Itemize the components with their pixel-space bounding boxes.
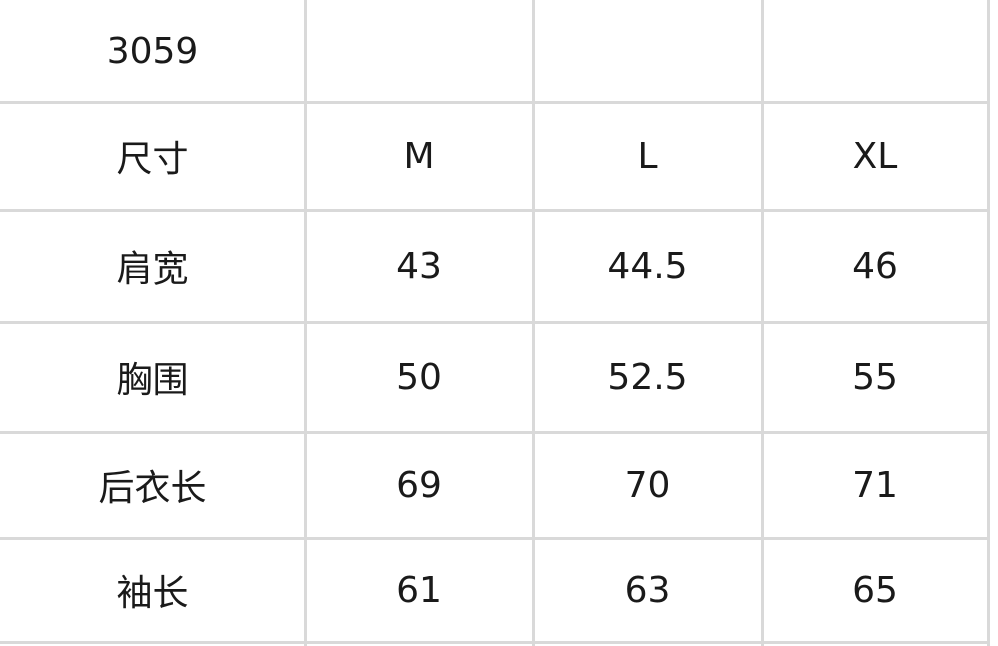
table-cell: L: [637, 135, 658, 177]
table-cell: 61: [396, 569, 442, 611]
grid-line-horizontal: [0, 537, 990, 540]
table-cell: 44.5: [607, 245, 688, 287]
row-label: 胸围: [116, 360, 189, 401]
row-label: 后衣长: [98, 468, 207, 509]
grid-line-horizontal: [0, 209, 990, 212]
grid-line-horizontal: [0, 431, 990, 434]
table-cell: 46: [852, 245, 898, 287]
row-label: 尺寸: [116, 139, 189, 180]
table-cell: 63: [624, 569, 671, 611]
grid-line-horizontal: [0, 101, 990, 104]
grid-line-horizontal: [0, 321, 990, 324]
table-cell: 52.5: [607, 356, 688, 398]
table-cell: 55: [852, 356, 898, 398]
table-cell: 50: [396, 356, 442, 398]
table-cell: 65: [852, 569, 898, 611]
grid-line-horizontal: [0, 641, 990, 644]
table-cell: XL: [852, 135, 898, 177]
table-cell: M: [403, 135, 435, 177]
table-cell: 70: [624, 464, 671, 506]
table-cell: 43: [396, 245, 442, 287]
table-cell: 71: [852, 464, 898, 506]
product-code: 3059: [106, 30, 199, 72]
row-label: 肩宽: [116, 249, 189, 290]
row-label: 袖长: [116, 573, 189, 614]
table-cell: 69: [396, 464, 442, 506]
